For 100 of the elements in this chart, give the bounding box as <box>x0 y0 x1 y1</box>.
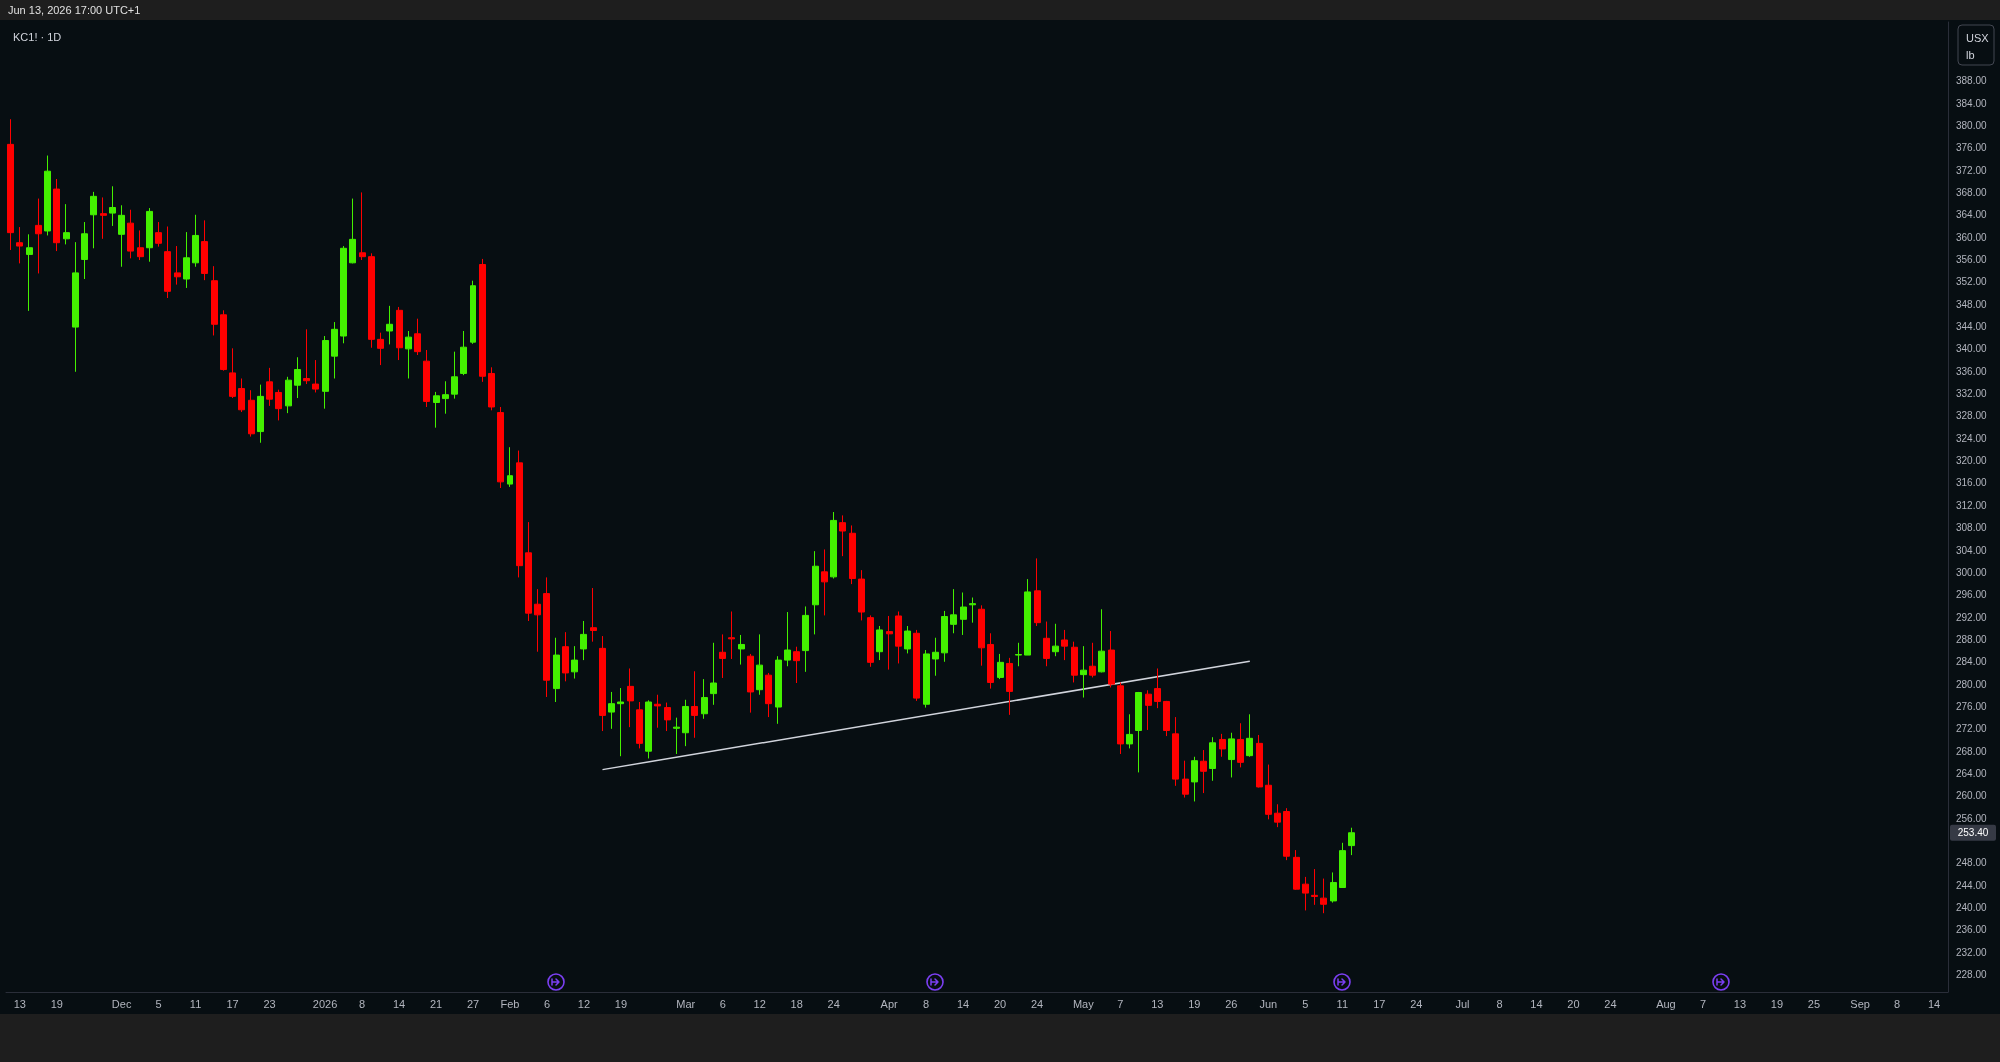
x-tick-label: Sep <box>1850 997 1870 1010</box>
candlestick <box>1283 807 1290 861</box>
y-tick-label: 232.00 <box>1956 946 1988 958</box>
candlestick <box>987 632 994 690</box>
candlestick <box>941 610 948 663</box>
x-tick-label: 24 <box>827 997 840 1010</box>
y-tick-label: 324.00 <box>1956 432 1988 444</box>
candlestick <box>53 178 60 252</box>
candlestick <box>368 252 375 349</box>
candlestick <box>451 351 458 400</box>
candlestick <box>349 198 356 264</box>
text: 253.40 <box>1957 827 1989 839</box>
y-tick-label: 320.00 <box>1956 455 1988 467</box>
y-tick-label: 236.00 <box>1956 924 1988 936</box>
candlestick <box>1246 713 1253 758</box>
x-tick-label: 12 <box>753 997 766 1010</box>
candlestick <box>580 620 587 661</box>
y-tick-label: 372.00 <box>1956 164 1988 176</box>
y-tick-label: 336.00 <box>1956 365 1988 377</box>
candlestick <box>1006 657 1013 716</box>
candlestick <box>479 258 486 383</box>
x-tick-label: Feb <box>500 997 520 1010</box>
x-tick-label: Aug <box>1656 997 1676 1010</box>
y-tick-label: 352.00 <box>1956 276 1988 288</box>
y-tick-label: 280.00 <box>1956 678 1988 690</box>
candlestick <box>1265 764 1272 820</box>
candlestick <box>1182 760 1189 799</box>
candlestick <box>1071 641 1078 683</box>
candlestick <box>571 645 578 680</box>
candlestick <box>340 245 347 344</box>
candlestick <box>1274 803 1281 828</box>
y-tick-label: 272.00 <box>1956 723 1988 735</box>
candlestick <box>1191 756 1198 802</box>
y-tick-label: 284.00 <box>1956 656 1988 668</box>
x-tick-label: 7 <box>1699 997 1706 1010</box>
candlestick <box>691 670 698 739</box>
candlestick <box>423 349 430 408</box>
x-tick-label: 8 <box>1894 997 1901 1010</box>
x-tick-label: 8 <box>1496 997 1503 1010</box>
x-tick-label: 14 <box>392 997 406 1010</box>
candlestick <box>100 196 107 240</box>
x-tick-label: 13 <box>13 997 26 1010</box>
y-tick-label: 304.00 <box>1956 544 1988 556</box>
candlestick <box>562 631 569 682</box>
x-tick-label: May <box>1072 997 1095 1010</box>
candlestick <box>1339 842 1346 889</box>
x-tick-label: 19 <box>614 997 628 1010</box>
x-tick-label: Apr <box>880 997 899 1010</box>
x-tick-label: 23 <box>263 997 276 1010</box>
candlestick <box>913 629 920 702</box>
candlestick <box>266 367 273 407</box>
y-tick-label: 240.00 <box>1956 902 1988 914</box>
candlestick <box>1311 868 1318 906</box>
y-tick-label: 228.00 <box>1956 969 1988 981</box>
candlestick <box>442 380 449 415</box>
y-tick-label: 288.00 <box>1956 633 1988 645</box>
x-tick-label: 2026 <box>312 997 338 1010</box>
candlestick <box>534 588 541 653</box>
candlestick <box>63 203 70 245</box>
x-tick-label: 7 <box>1117 997 1124 1010</box>
candlestick <box>1200 749 1207 794</box>
x-tick-label: 19 <box>1770 997 1784 1010</box>
x-tick-label: Jul <box>1455 997 1470 1010</box>
candlestick <box>118 204 125 268</box>
candlestick <box>728 610 735 660</box>
candlestick <box>636 701 643 749</box>
candlestick <box>710 642 717 706</box>
candlestick <box>765 672 772 718</box>
candlestick <box>1108 630 1115 688</box>
candlestick <box>183 231 190 289</box>
y-tick-label: 248.00 <box>1956 857 1988 869</box>
candlestick <box>201 219 208 281</box>
candlestick <box>303 328 310 385</box>
y-tick-label: 348.00 <box>1956 298 1988 310</box>
candlestick <box>950 588 957 634</box>
candlestick <box>127 209 134 259</box>
candlestick <box>1228 732 1235 778</box>
candlestick <box>248 389 255 438</box>
candlestick <box>1034 557 1041 627</box>
candlestick <box>599 635 606 732</box>
candlestick <box>1320 878 1327 914</box>
x-tick-label: 8 <box>358 997 366 1010</box>
y-tick-label: 360.00 <box>1956 231 1988 243</box>
candlestick <box>488 366 495 411</box>
candlestick <box>719 633 726 679</box>
y-tick-label: 340.00 <box>1956 343 1988 355</box>
x-tick-label: 19 <box>1188 997 1201 1010</box>
y-tick-label: 264.00 <box>1956 768 1988 780</box>
candlestick <box>839 514 846 557</box>
candlestick <box>81 221 88 280</box>
candlestick <box>876 625 883 661</box>
candlestick <box>90 191 97 249</box>
candlestick <box>849 524 856 585</box>
x-tick-label: 8 <box>923 997 930 1010</box>
candlestick <box>359 191 366 261</box>
x-tick-label: 11 <box>1336 997 1348 1010</box>
x-tick-label: 11 <box>189 997 202 1010</box>
candlestick <box>645 699 652 759</box>
candlestick <box>164 226 171 299</box>
candlestick <box>793 646 800 684</box>
